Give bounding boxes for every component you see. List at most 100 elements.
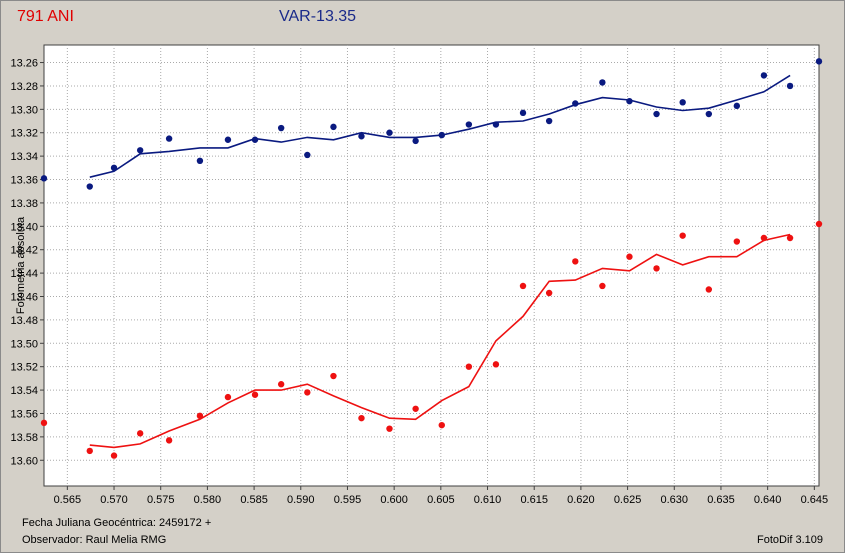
series-0-point	[412, 137, 419, 145]
y-tick-label: 13.50	[10, 338, 38, 350]
series-1-point	[438, 421, 445, 429]
y-tick-label: 13.42	[10, 245, 38, 257]
series-0-point	[358, 133, 365, 140]
x-tick-label: 0.605	[427, 494, 455, 506]
series-1-point	[572, 258, 579, 265]
series-1-point	[196, 412, 204, 420]
y-axis-ticks: 13.26 13.28 13.30 13.32 13.34 13.36 13.38 13.40…	[10, 58, 44, 467]
series-layer	[40, 58, 823, 459]
series-1-point	[251, 391, 259, 398]
x-tick-label: 0.565	[54, 494, 82, 506]
y-tick-label: 13.38	[10, 198, 38, 210]
x-tick-label: 0.590	[287, 494, 315, 506]
series-1-point	[277, 381, 285, 388]
series-0-point	[196, 157, 204, 165]
software-version: FotoDif 3.109	[757, 534, 824, 546]
series-0-point	[438, 131, 445, 139]
series-0-point	[492, 121, 500, 128]
series-1-point	[304, 389, 311, 396]
series-0-point	[465, 121, 473, 128]
julian-date-caption: Fecha Juliana Geocéntrica: 2459172 +	[22, 517, 212, 529]
series-0-point	[304, 151, 311, 159]
x-tick-label: 0.625	[614, 494, 642, 506]
x-tick-label: 0.610	[474, 494, 502, 506]
series-1-point	[599, 282, 606, 290]
series-0-point	[224, 136, 232, 143]
x-tick-label: 0.645	[801, 494, 829, 506]
x-tick-label: 0.635	[707, 494, 735, 506]
series-0-point	[545, 117, 553, 125]
y-tick-label: 13.32	[10, 128, 38, 140]
series-0-point	[733, 102, 741, 110]
series-1-point	[815, 220, 823, 228]
series-0-point	[815, 58, 823, 65]
observer-caption: Observador: Raul Melia RMG	[22, 534, 167, 546]
series-0-point	[277, 124, 285, 132]
y-tick-label: 13.26	[10, 58, 38, 70]
y-tick-label: 13.40	[10, 221, 38, 233]
series-1-point	[358, 414, 365, 422]
series-1-point	[760, 234, 768, 242]
series-1-point	[626, 253, 633, 260]
variable-label: VAR-13.35	[279, 8, 357, 25]
series-0-point	[572, 100, 579, 107]
x-tick-label: 0.640	[754, 494, 782, 506]
series-0-point	[760, 72, 768, 79]
y-tick-label: 13.46	[10, 291, 38, 303]
series-1-point	[786, 234, 794, 242]
series-0-point	[519, 109, 527, 117]
y-tick-label: 13.36	[10, 175, 38, 187]
series-0-point	[626, 97, 633, 105]
y-tick-label: 13.60	[10, 455, 38, 467]
x-tick-label: 0.615	[520, 494, 548, 506]
series-1-point	[705, 286, 713, 293]
series-0-point	[705, 110, 713, 118]
y-tick-label: 13.58	[10, 432, 38, 444]
plot-area	[43, 44, 820, 487]
series-0	[40, 58, 823, 190]
series-1-point	[679, 232, 686, 239]
x-tick-label: 0.600	[380, 494, 408, 506]
series-1-point	[519, 282, 527, 290]
x-tick-label: 0.570	[100, 494, 128, 506]
series-0-point	[653, 110, 660, 118]
y-tick-label: 13.28	[10, 81, 38, 93]
series-1-point	[412, 405, 419, 412]
y-tick-label: 13.34	[10, 151, 38, 163]
series-1-point	[733, 238, 741, 245]
series-0-point	[110, 164, 118, 172]
y-tick-label: 13.48	[10, 315, 38, 327]
x-tick-label: 0.575	[147, 494, 175, 506]
series-1-point	[110, 452, 118, 459]
series-1-point	[465, 363, 473, 370]
x-tick-label: 0.630	[661, 494, 689, 506]
series-1	[40, 220, 823, 459]
y-tick-label: 13.52	[10, 362, 38, 374]
y-tick-label: 13.54	[10, 385, 38, 397]
grid-lines	[44, 45, 819, 486]
series-1-point	[224, 393, 232, 401]
series-1-point	[545, 289, 553, 297]
series-0-point	[679, 99, 686, 106]
series-1-point	[86, 447, 93, 455]
y-tick-label: 13.30	[10, 104, 38, 116]
x-tick-label: 0.620	[567, 494, 595, 506]
series-1-point	[136, 430, 144, 437]
series-1-point	[40, 419, 48, 427]
series-1-point	[386, 425, 393, 432]
series-0-point	[386, 129, 393, 136]
series-0-point	[251, 136, 259, 143]
series-0-point	[330, 123, 337, 131]
series-0-point	[86, 183, 93, 190]
x-tick-label: 0.595	[334, 494, 362, 506]
series-1-point	[165, 437, 173, 444]
series-1-point	[653, 265, 660, 272]
series-0-point	[786, 82, 794, 90]
series-1-point	[492, 361, 500, 368]
x-axis-ticks: 0.565 0.570 0.575 0.580 0.585 0.590 0.595 0.600…	[54, 486, 829, 506]
series-0-point	[40, 175, 48, 182]
series-0-point	[136, 147, 144, 154]
y-tick-label: 13.56	[10, 408, 38, 420]
y-axis-label: Fotometria absoluta	[15, 216, 27, 314]
